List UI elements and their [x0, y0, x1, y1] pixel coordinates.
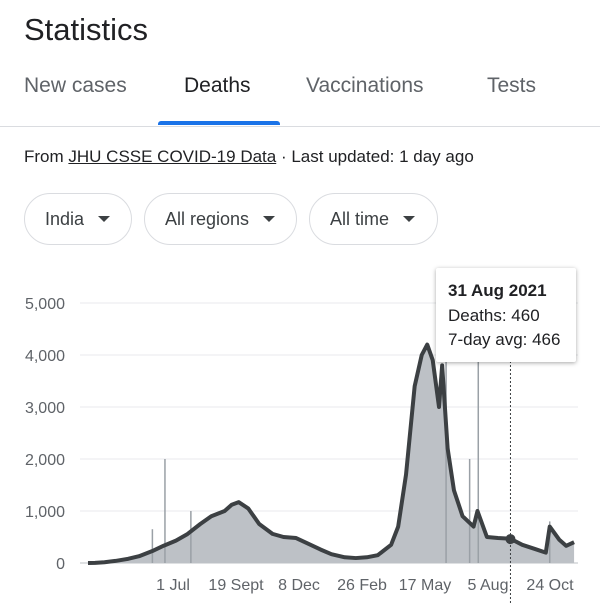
x-tick-label: 24 Oct — [526, 577, 574, 594]
x-tick-label: 17 May — [399, 577, 451, 594]
x-tick-label: 1 Jul — [156, 577, 190, 594]
region-dropdown[interactable]: All regions — [144, 193, 297, 245]
caret-down-icon — [263, 216, 276, 222]
country-dropdown-label: India — [45, 208, 85, 229]
tab-new-cases[interactable]: New cases — [24, 74, 127, 97]
tooltip-avg: 7-day avg: 466 — [448, 330, 561, 349]
source-prefix: From — [24, 147, 69, 166]
source-link[interactable]: JHU CSSE COVID-19 Data — [68, 147, 277, 166]
caret-down-icon — [98, 216, 111, 222]
y-tick-label: 0 — [56, 556, 65, 573]
x-tick-label: 19 Sept — [208, 577, 264, 594]
last-updated: · Last updated: 1 day ago — [276, 147, 474, 166]
tab-bar: New cases Deaths Vaccinations Tests — [0, 66, 600, 127]
y-tick-label: 2,000 — [25, 452, 65, 469]
time-range-dropdown[interactable]: All time — [309, 193, 438, 245]
tab-vaccinations[interactable]: Vaccinations — [306, 74, 424, 97]
tooltip-deaths: Deaths: 460 — [448, 306, 540, 325]
source-line: From JHU CSSE COVID-19 Data · Last updat… — [24, 147, 474, 167]
x-tick-label: 26 Feb — [337, 577, 387, 594]
y-tick-label: 1,000 — [25, 504, 65, 521]
x-tick-label: 5 Aug — [468, 577, 509, 594]
tab-tests[interactable]: Tests — [487, 74, 537, 97]
y-tick-label: 4,000 — [25, 348, 65, 365]
deaths-chart[interactable]: 0 1,000 2,000 3,000 4,000 5,000 1 Jul 19 Sept 8 … — [0, 260, 600, 615]
chart-tooltip: 31 Aug 2021 Deaths: 460 7-day avg: 466 — [436, 268, 576, 362]
tooltip-date: 31 Aug 2021 — [448, 281, 547, 300]
tab-deaths[interactable]: Deaths — [184, 74, 251, 97]
hover-point — [505, 534, 516, 545]
active-tab-indicator — [158, 121, 280, 125]
region-dropdown-label: All regions — [165, 208, 250, 229]
page-title: Statistics — [24, 12, 149, 47]
x-tick-label: 8 Dec — [278, 577, 320, 594]
time-range-dropdown-label: All time — [330, 208, 390, 229]
country-dropdown[interactable]: India — [24, 193, 132, 245]
caret-down-icon — [403, 216, 416, 222]
y-tick-label: 3,000 — [25, 400, 65, 417]
seven-day-average-line — [87, 342, 575, 565]
y-tick-label: 5,000 — [25, 296, 65, 313]
daily-deaths-area — [88, 344, 575, 563]
